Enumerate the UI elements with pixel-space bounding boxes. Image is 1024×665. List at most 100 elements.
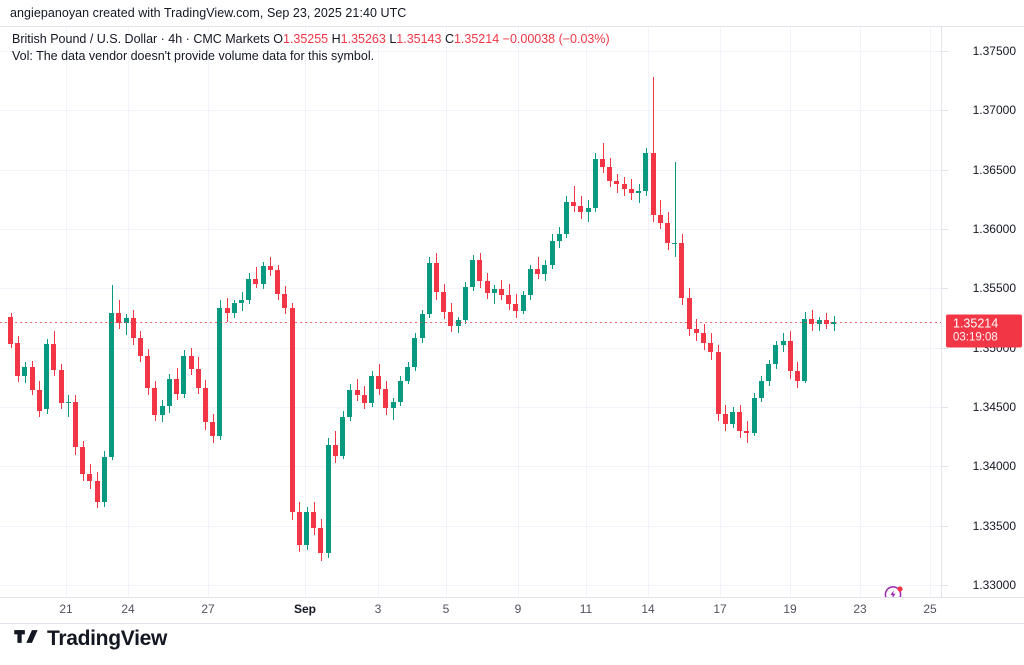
- candle-body: [535, 269, 541, 274]
- candle-body: [542, 264, 548, 274]
- candle-body: [325, 445, 331, 554]
- candle-body: [506, 295, 512, 304]
- gridline-horizontal: [0, 169, 941, 171]
- gridline-vertical: [648, 27, 649, 597]
- candle-body: [116, 313, 122, 323]
- chart-plot-area[interactable]: British Pound / U.S. Dollar · 4h · CMC M…: [0, 27, 942, 597]
- candle-wick: [126, 314, 128, 335]
- candle-body: [267, 265, 273, 271]
- candle-wick: [494, 284, 496, 304]
- bar-countdown-timer: 03:19:08: [953, 331, 998, 344]
- price-tick-label: 1.33500: [972, 518, 1016, 533]
- price-tick-dash: [942, 525, 948, 527]
- candle-body: [571, 201, 577, 207]
- attribution-text: angiepanoyan created with TradingView.co…: [10, 6, 407, 20]
- candle-body: [498, 289, 504, 296]
- candle-body: [766, 364, 772, 381]
- candle-body: [823, 320, 829, 324]
- candle-body: [657, 214, 663, 223]
- candle-body: [174, 378, 180, 394]
- current-price-line: [0, 322, 941, 324]
- legend-symbol-title[interactable]: British Pound / U.S. Dollar · 4h · CMC M…: [12, 32, 270, 46]
- gridline-vertical: [586, 27, 587, 597]
- candle-body: [376, 376, 382, 390]
- candle-body: [231, 302, 237, 314]
- price-tick-label: 1.37500: [972, 43, 1016, 58]
- candle-body: [383, 389, 389, 409]
- candle-body: [202, 388, 208, 423]
- candle-body: [296, 511, 302, 545]
- candle-wick: [616, 174, 618, 194]
- price-tick-dash: [942, 407, 948, 408]
- candle-body: [520, 295, 526, 311]
- candle-body: [72, 402, 78, 448]
- legend-volume-note: Vol: The data vendor doesn't provide vol…: [12, 49, 375, 63]
- candle-body: [643, 152, 649, 191]
- candle-body: [152, 388, 158, 416]
- candle-body: [773, 345, 779, 365]
- legend-change-value: −0.00038 (−0.03%): [502, 32, 610, 46]
- chart-legend: British Pound / U.S. Dollar · 4h · CMC M…: [12, 31, 610, 65]
- legend-main-row: British Pound / U.S. Dollar · 4h · CMC M…: [12, 31, 610, 48]
- tradingview-logo-icon: [14, 628, 40, 650]
- time-tick-label: 11: [579, 602, 593, 616]
- time-axis[interactable]: 21 24 27 Sep 3 5 9 11 14 17 19 23 25: [0, 598, 1024, 624]
- candle-body: [217, 308, 223, 436]
- candle-body: [260, 265, 266, 284]
- candle-body: [787, 340, 793, 372]
- candle-body: [282, 294, 288, 309]
- time-tick-label: 24: [121, 602, 135, 616]
- gridline-vertical: [930, 27, 931, 597]
- candle-body: [600, 158, 606, 168]
- candle-body: [361, 395, 367, 404]
- candle-body: [744, 430, 750, 434]
- candle-body: [397, 380, 403, 403]
- candle-body: [51, 344, 57, 371]
- candle-body: [730, 411, 735, 424]
- candle-body: [672, 243, 678, 245]
- tradingview-brand: TradingView: [14, 624, 167, 654]
- candle-body: [181, 355, 187, 394]
- candle-wick: [393, 397, 395, 421]
- legend-open-label: O: [273, 32, 283, 46]
- time-tick-label: 25: [923, 602, 937, 616]
- price-tick-dash: [942, 110, 948, 112]
- gridline-horizontal: [0, 585, 941, 587]
- candle-body: [289, 308, 295, 512]
- candle-body: [794, 371, 800, 381]
- candle-body: [484, 281, 490, 293]
- candle-body: [311, 511, 317, 529]
- candle-body: [29, 366, 35, 391]
- lightning-alert-icon[interactable]: [884, 584, 904, 597]
- legend-open-value: 1.35255: [282, 32, 329, 46]
- legend-low-label: L: [389, 32, 397, 46]
- legend-low-value: 1.35143: [396, 32, 442, 46]
- price-axis[interactable]: 1.375001.370001.365001.360001.355001.350…: [942, 27, 1024, 597]
- candle-body: [607, 167, 613, 182]
- current-price-badge[interactable]: 1.35214 03:19:08: [946, 314, 1022, 348]
- candle-body: [123, 317, 129, 323]
- candle-body: [614, 181, 620, 184]
- candle-body: [109, 313, 115, 457]
- candle-body: [758, 380, 764, 398]
- time-tick-label: 17: [713, 602, 727, 616]
- candle-body: [101, 456, 107, 502]
- candle-body: [354, 390, 360, 396]
- candle-body: [563, 201, 569, 234]
- candle-body: [693, 328, 699, 334]
- time-tick-label: Sep: [293, 602, 317, 616]
- candle-body: [628, 188, 634, 194]
- price-tick-dash: [942, 228, 948, 230]
- candle-body: [527, 269, 533, 296]
- gridline-horizontal: [0, 525, 941, 527]
- gridline-vertical: [518, 27, 519, 597]
- candle-body: [636, 190, 642, 194]
- gridline-horizontal: [0, 110, 941, 112]
- candle-body: [708, 342, 714, 353]
- candle-wick: [357, 378, 359, 402]
- candle-body: [621, 183, 627, 189]
- candle-body: [549, 240, 555, 265]
- candle-body: [462, 287, 468, 321]
- candle-body: [722, 414, 728, 424]
- candle-body: [58, 370, 64, 404]
